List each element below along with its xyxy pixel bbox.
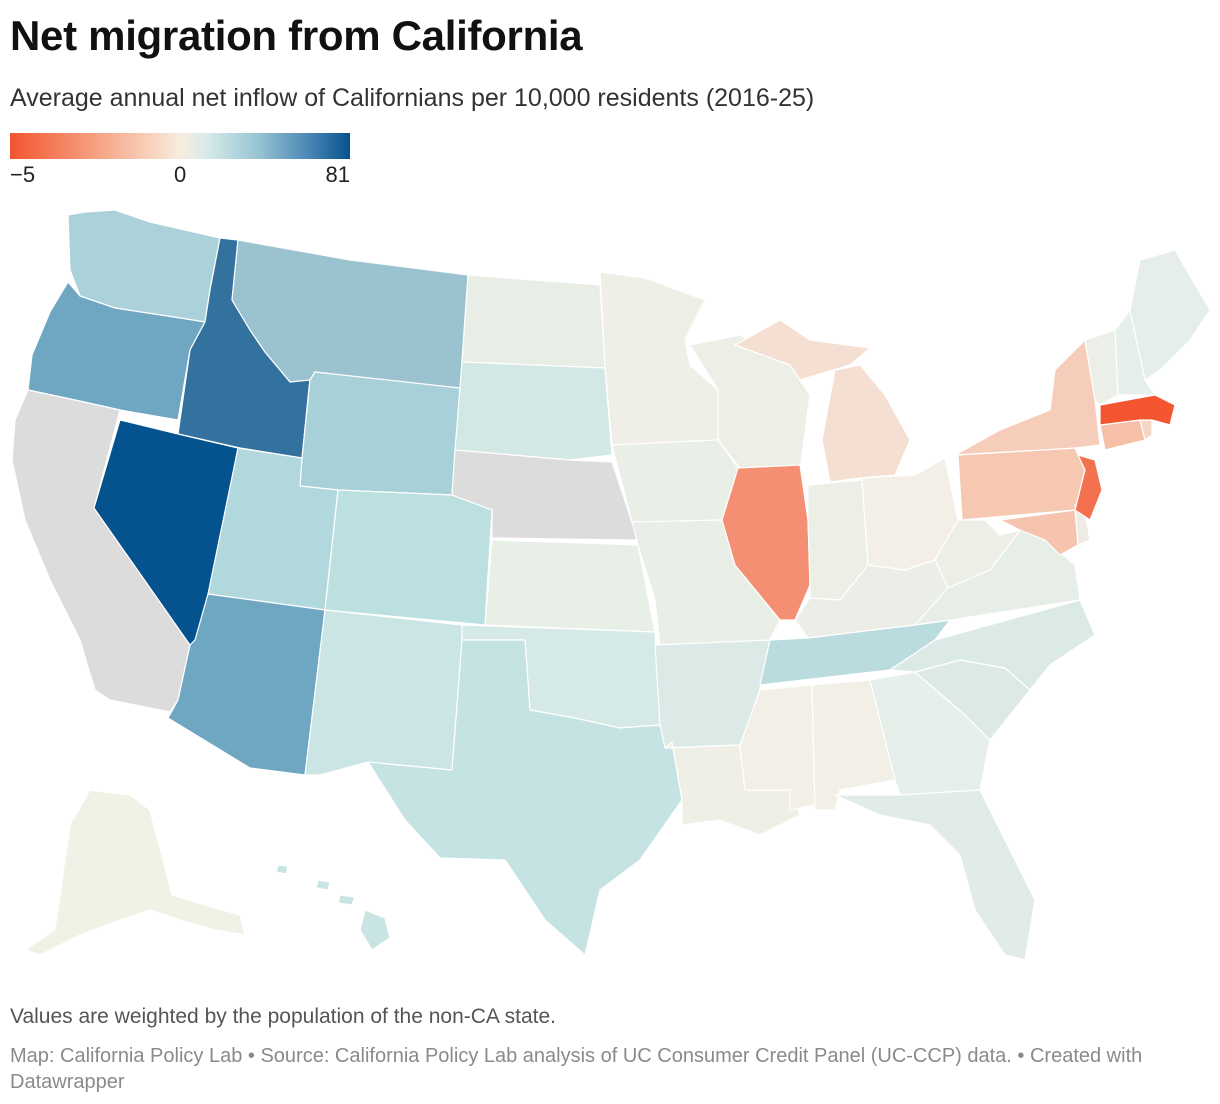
state-hawaii-main[interactable] [359, 909, 391, 951]
chart-source: Map: California Policy Lab • Source: Cal… [10, 1045, 1143, 1093]
state-tennessee[interactable] [759, 619, 951, 686]
state-massachusetts[interactable] [1099, 394, 1176, 426]
chart-notes: Values are weighted by the population of… [10, 1005, 556, 1028]
state-north-dakota[interactable] [461, 274, 606, 369]
state-michigan-lower[interactable] [821, 364, 911, 483]
state-vermont[interactable] [1084, 329, 1119, 406]
state-maine[interactable] [1129, 249, 1211, 381]
legend-mid-label: 0 [174, 162, 187, 187]
state-california[interactable] [11, 389, 191, 713]
state-michigan-upper[interactable] [734, 319, 871, 381]
state-south-dakota[interactable] [454, 361, 613, 461]
us-choropleth-map [11, 209, 1211, 961]
chart-title: Net migration from California [10, 12, 583, 59]
legend-min-label: −5 [10, 162, 36, 187]
state-hawaii-maui[interactable] [337, 894, 356, 906]
state-wyoming[interactable] [299, 371, 461, 496]
state-iowa[interactable] [611, 439, 739, 523]
legend-gradient-bar [10, 133, 350, 159]
state-new-hampshire[interactable] [1114, 309, 1156, 396]
state-new-jersey[interactable] [1074, 454, 1103, 521]
state-new-mexico[interactable] [304, 609, 463, 776]
state-nebraska[interactable] [451, 449, 639, 541]
legend-max-label: 81 [325, 162, 350, 187]
legend-labels: −5 0 81 [10, 159, 350, 187]
state-new-york[interactable] [954, 339, 1101, 456]
color-legend: −5 0 81 [10, 133, 350, 187]
state-kansas[interactable] [484, 539, 656, 633]
state-minnesota[interactable] [599, 271, 719, 446]
state-florida[interactable] [834, 789, 1036, 961]
state-alaska[interactable] [24, 789, 246, 956]
state-oregon[interactable] [27, 281, 206, 421]
chart-subtitle: Average annual net inflow of Californian… [10, 84, 815, 112]
state-hawaii-oahu[interactable] [315, 879, 331, 891]
state-north-carolina[interactable] [889, 599, 1096, 691]
state-colorado[interactable] [324, 489, 493, 626]
state-texas[interactable] [367, 639, 683, 956]
state-hawaii-kauai[interactable] [275, 864, 289, 875]
state-pennsylvania[interactable] [957, 447, 1086, 521]
